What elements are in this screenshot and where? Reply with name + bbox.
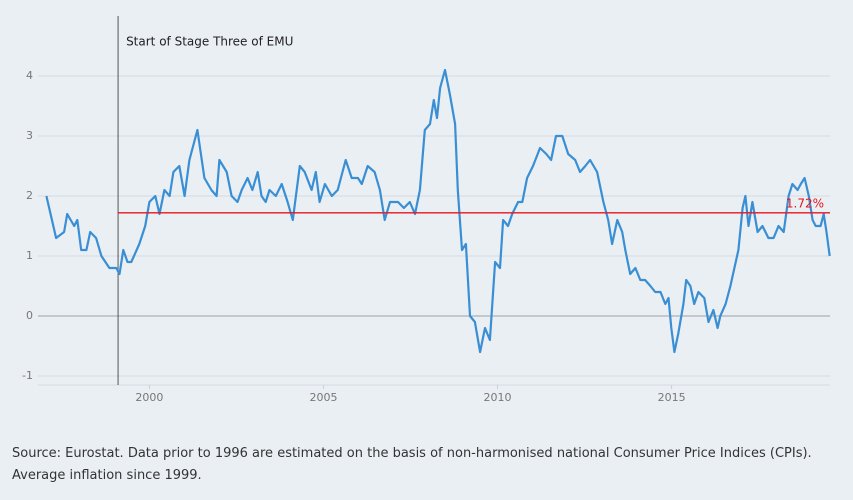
x-tick-label: 2005 <box>309 391 337 404</box>
plot-area <box>38 16 830 385</box>
chart: -1 0 1 2 3 4 2000 2005 2010 2015 Start of Stage Th… <box>22 16 831 404</box>
x-tick-label: 2015 <box>658 391 686 404</box>
line-series <box>45 68 831 354</box>
y-tick-label: 1 <box>26 249 33 262</box>
x-tick-label: 2000 <box>135 391 163 404</box>
y-tick-label: 4 <box>26 69 33 82</box>
y-tick-label: -1 <box>22 369 33 382</box>
y-tick-label: 2 <box>26 189 33 202</box>
source-note: Source: Eurostat. Data prior to 1996 are… <box>12 446 812 483</box>
y-tick-label: 3 <box>26 129 33 142</box>
y-tick-label: 0 <box>26 309 33 322</box>
event-label: Start of Stage Three of EMU <box>126 35 293 49</box>
x-tick-label: 2010 <box>484 391 512 404</box>
average-label: 1.72% <box>786 196 824 210</box>
